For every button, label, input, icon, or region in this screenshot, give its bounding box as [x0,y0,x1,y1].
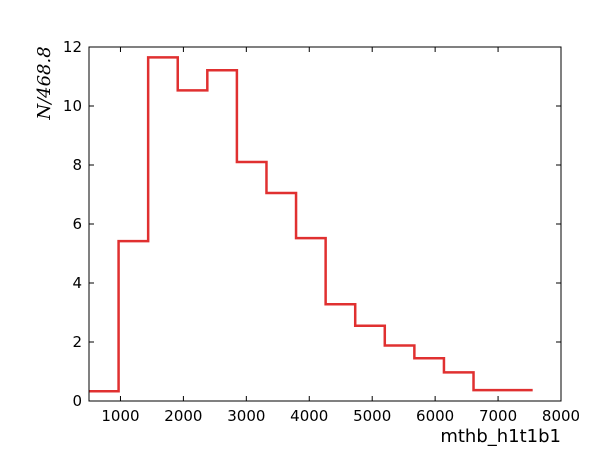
x-tick-label: 2000 [164,407,202,425]
x-tick-label: 5000 [353,407,391,425]
x-tick-label: 6000 [416,407,454,425]
plot-frame [88,46,562,402]
y-tick-label: 12 [63,38,82,56]
y-tick-label: 2 [72,333,82,351]
x-tick-label: 8000 [542,407,580,425]
x-tick-label: 1000 [101,407,139,425]
y-tick-label: 0 [72,392,82,410]
x-tick-label: 4000 [290,407,328,425]
x-tick-label: 7000 [479,407,517,425]
y-tick-label: 10 [63,97,82,115]
axis-tick-labels: 1000 2000 3000 4000 5000 6000 7000 8000 0 2 4 6 8 10 1… [63,38,580,425]
y-tick-label: 8 [72,156,82,174]
x-axis-label: mthb_h1t1b1 [440,426,561,447]
y-axis-label: N/468.8 [34,46,55,120]
y-tick-label: 4 [72,274,82,292]
histogram-step-line [89,56,533,393]
y-tick-label: 6 [72,215,82,233]
plot-area [89,47,561,401]
x-tick-label: 3000 [227,407,265,425]
